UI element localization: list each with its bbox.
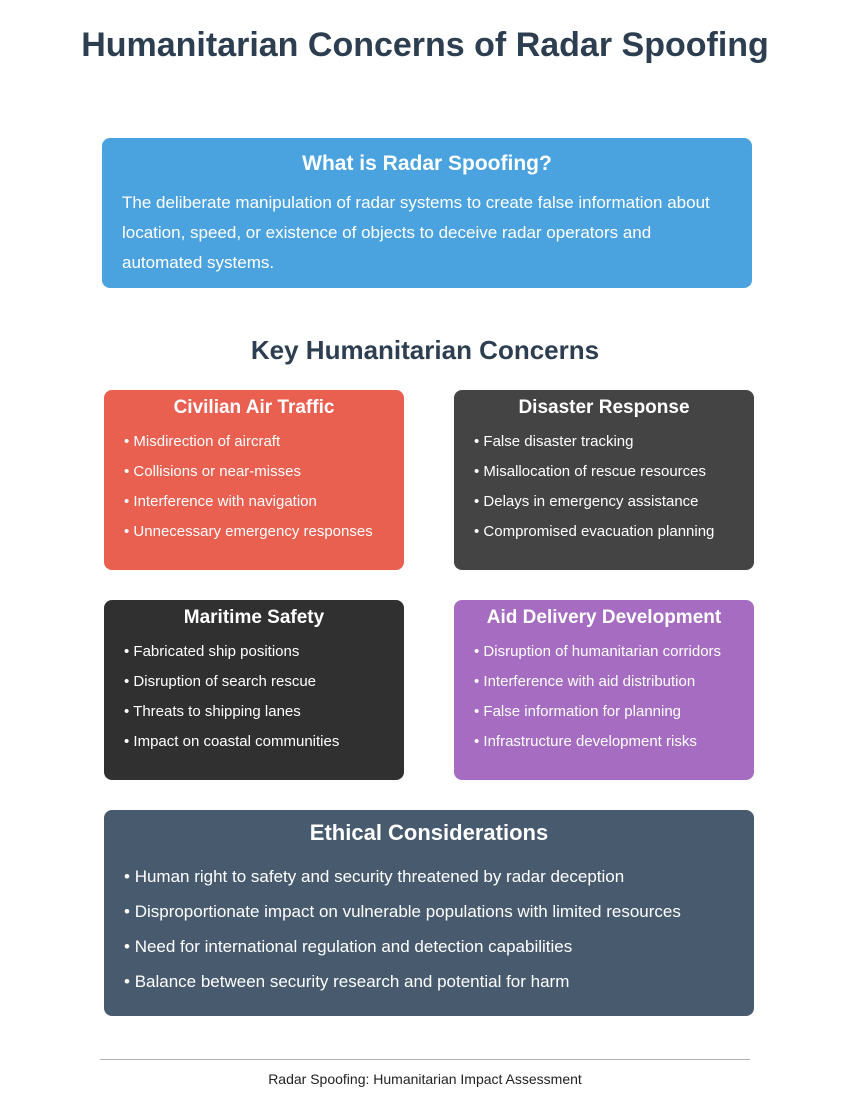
list-item: Human right to safety and security threa…: [124, 859, 734, 894]
list-item: Infrastructure development risks: [474, 727, 734, 757]
concern-card-civilian-air-traffic: Civilian Air Traffic Misdirection of air…: [104, 390, 404, 570]
definition-heading: What is Radar Spoofing?: [302, 152, 552, 175]
concern-card-maritime-safety: Maritime Safety Fabricated ship position…: [104, 600, 404, 780]
list-item: Impact on coastal communities: [124, 727, 384, 757]
list-item: Threats to shipping lanes: [124, 697, 384, 727]
list-item: Interference with aid distribution: [474, 667, 734, 697]
list-item: False disaster tracking: [474, 427, 734, 457]
definition-text: The deliberate manipulation of radar sys…: [122, 193, 710, 272]
card-title: Maritime Safety: [183, 607, 325, 628]
page-title: Humanitarian Concerns of Radar Spoofing: [81, 26, 769, 64]
list-item: Balance between security research and po…: [124, 964, 734, 999]
card-list: Misdirection of aircraft Collisions or n…: [124, 427, 384, 547]
list-item: Need for international regulation and de…: [124, 929, 734, 964]
definition-box: What is Radar Spoofing? The deliberate m…: [102, 138, 752, 288]
list-item: False information for planning: [474, 697, 734, 727]
footer-text: Radar Spoofing: Humanitarian Impact Asse…: [268, 1071, 582, 1087]
list-item: Fabricated ship positions: [124, 637, 384, 667]
card-list: Disruption of humanitarian corridors Int…: [474, 637, 734, 757]
card-title: Civilian Air Traffic: [173, 397, 335, 418]
list-item: Disruption of humanitarian corridors: [474, 637, 734, 667]
ethics-title: Ethical Considerations: [309, 820, 549, 845]
list-item: Misdirection of aircraft: [124, 427, 384, 457]
concern-card-disaster-response: Disaster Response False disaster trackin…: [454, 390, 754, 570]
list-item: Misallocation of rescue resources: [474, 457, 734, 487]
list-item: Delays in emergency assistance: [474, 487, 734, 517]
card-list: Fabricated ship positions Disruption of …: [124, 637, 384, 757]
list-item: Interference with navigation: [124, 487, 384, 517]
card-title: Disaster Response: [518, 397, 690, 418]
list-item: Unnecessary emergency responses: [124, 517, 384, 547]
card-title: Aid Delivery Development: [486, 607, 722, 628]
list-item: Disruption of search rescue: [124, 667, 384, 697]
list-item: Collisions or near-misses: [124, 457, 384, 487]
ethical-considerations-box: Ethical Considerations Human right to sa…: [104, 810, 754, 1016]
ethics-list: Human right to safety and security threa…: [124, 859, 734, 999]
list-item: Disproportionate impact on vulnerable po…: [124, 894, 734, 929]
card-list: False disaster tracking Misallocation of…: [474, 427, 734, 547]
list-item: Compromised evacuation planning: [474, 517, 734, 547]
footer-divider: [100, 1059, 750, 1060]
section-title: Key Humanitarian Concerns: [250, 335, 600, 365]
concern-card-aid-delivery: Aid Delivery Development Disruption of h…: [454, 600, 754, 780]
